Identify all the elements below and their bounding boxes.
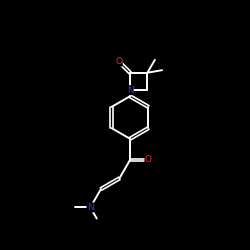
Text: N: N <box>127 86 134 95</box>
Text: N: N <box>87 203 94 212</box>
Text: O: O <box>145 156 152 164</box>
Text: O: O <box>115 57 122 66</box>
